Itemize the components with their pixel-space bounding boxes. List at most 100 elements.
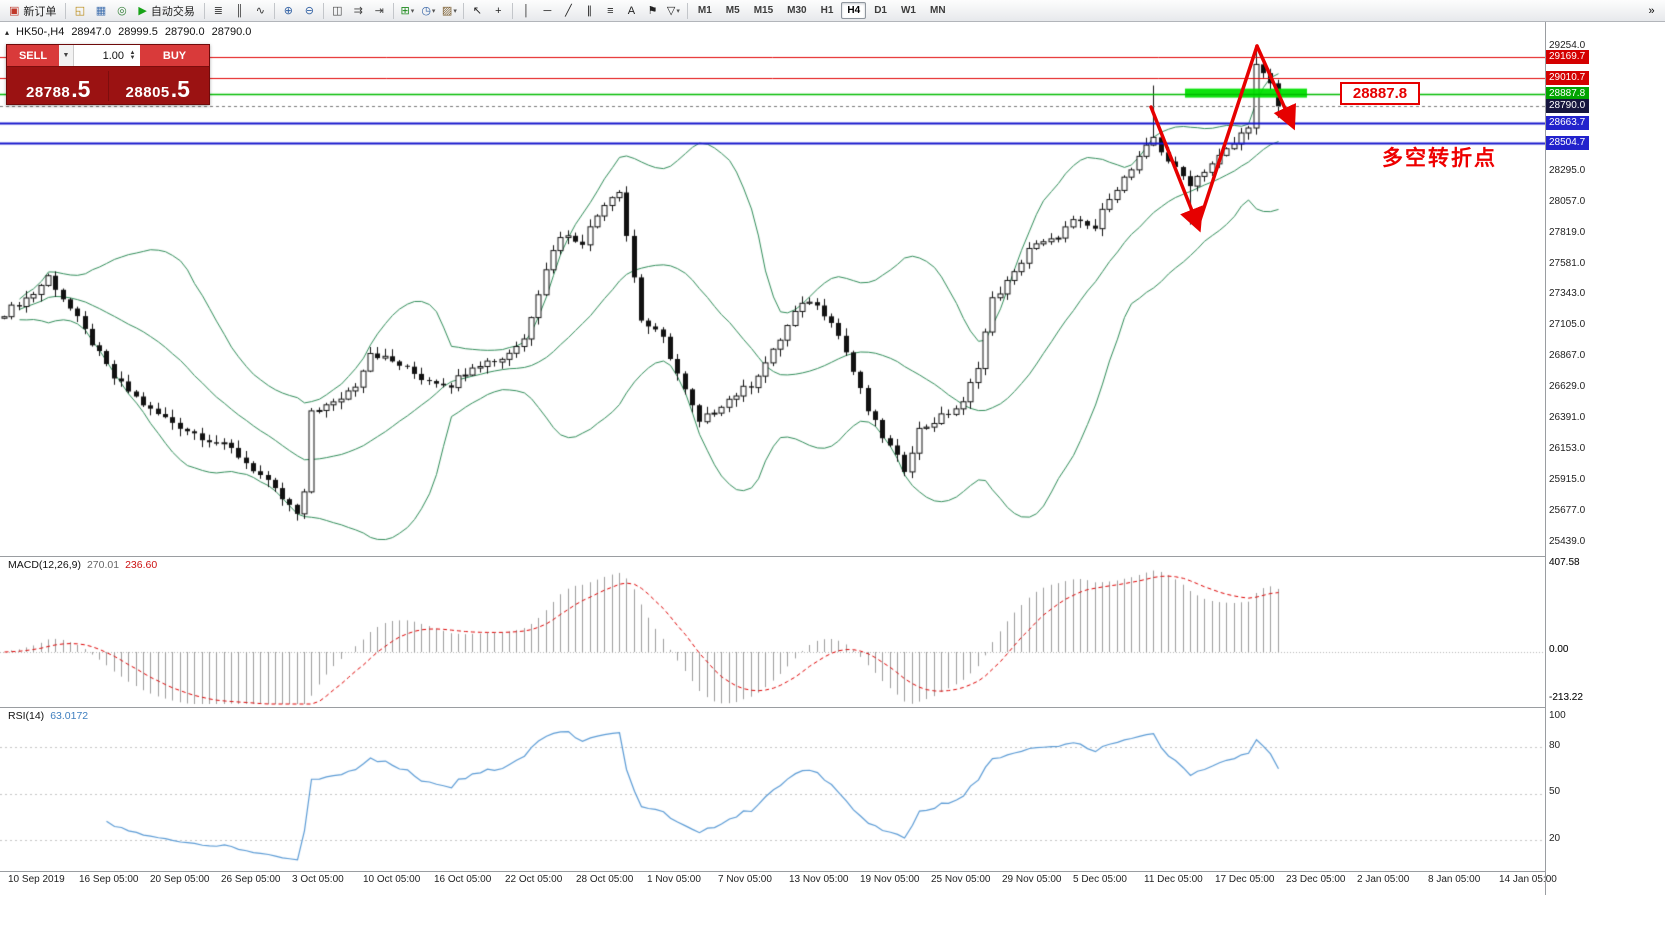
price-axis-border bbox=[1545, 22, 1546, 895]
shapes-icon[interactable]: ▽ ▾ bbox=[663, 1, 684, 21]
volume-input[interactable] bbox=[78, 48, 126, 63]
price-axis-tick: 28057.0 bbox=[1549, 195, 1586, 207]
tile-windows-icon: ◫ bbox=[332, 5, 343, 17]
chart-shift-icon[interactable]: ⇥ bbox=[369, 1, 390, 21]
timeframe-w1-button[interactable]: W1 bbox=[900, 5, 916, 16]
volume-up-button[interactable]: ▲ bbox=[129, 49, 136, 56]
time-axis-label: 17 Dec 05:00 bbox=[1215, 874, 1275, 885]
timeframe-d1-button[interactable]: D1 bbox=[874, 5, 887, 16]
volume-dropdown[interactable]: ▼ bbox=[59, 45, 74, 66]
time-axis[interactable]: 10 Sep 2019 16 Sep 05:00 20 Sep 05:00 26 Se… bbox=[0, 874, 1557, 894]
timeframe-h1-button[interactable]: H1 bbox=[820, 5, 834, 16]
vertical-line-icon[interactable]: │ bbox=[516, 1, 537, 21]
templates-icon-caret[interactable]: ▾ bbox=[453, 7, 457, 15]
new-order-button[interactable]: ▣ 新订单 bbox=[3, 1, 62, 21]
shapes-icon-caret[interactable]: ▾ bbox=[676, 7, 680, 15]
strategy-tester-icon: ◎ bbox=[117, 5, 127, 17]
zoom-out-icon[interactable]: ⊖ bbox=[299, 1, 320, 21]
price-axis-tick: 0.00 bbox=[1549, 644, 1569, 655]
timeframe-mn-button[interactable]: MN bbox=[929, 5, 946, 16]
time-axis-separator bbox=[0, 871, 1665, 872]
price-callout-box[interactable]: 28887.8 bbox=[1340, 82, 1420, 105]
templates-icon[interactable]: ▨ ▾ bbox=[439, 1, 460, 21]
trendline-icon[interactable]: ╱ bbox=[558, 1, 579, 21]
autotrading-button[interactable]: ▶ 自动交易 bbox=[132, 1, 200, 21]
chart-expander-icon[interactable]: ▴ bbox=[5, 27, 10, 37]
time-axis-label: 23 Dec 05:00 bbox=[1286, 874, 1346, 885]
toolbar-separator bbox=[511, 2, 513, 19]
profiles-icon: ▦ bbox=[95, 5, 107, 17]
time-axis-label: 16 Sep 05:00 bbox=[79, 874, 139, 885]
horizontal-line-icon: ─ bbox=[543, 4, 552, 17]
cursor-icon[interactable]: ↖ bbox=[467, 1, 488, 21]
auto-scroll-icon[interactable]: ⇉ bbox=[348, 1, 369, 21]
horizontal-line-icon[interactable]: ─ bbox=[537, 1, 558, 21]
timeframe-h4-button[interactable]: H4 bbox=[841, 2, 867, 19]
zoom-in-icon[interactable]: ⊕ bbox=[278, 1, 299, 21]
channel-icon: ∥ bbox=[586, 5, 593, 17]
turning-point-label: 多空转折点 bbox=[1382, 147, 1497, 170]
autotrading-button: ▶ bbox=[138, 5, 147, 17]
charts-window-icon[interactable]: ◱ bbox=[69, 1, 90, 21]
macd-panel-separator[interactable] bbox=[0, 556, 1665, 557]
cursor-icon: ↖ bbox=[472, 5, 482, 17]
price-level-badge: 29010.7 bbox=[1546, 70, 1590, 85]
buy-price[interactable]: 28805 .5 bbox=[109, 78, 208, 102]
tile-windows-icon[interactable]: ◫ bbox=[327, 1, 348, 21]
text-icon: A bbox=[627, 4, 636, 17]
periods-icon-caret[interactable]: ▾ bbox=[431, 7, 436, 15]
price-level-badge: 28504.7 bbox=[1546, 136, 1590, 151]
label-icon: ⚑ bbox=[647, 5, 658, 17]
price-axis-tick: 26153.0 bbox=[1549, 443, 1586, 455]
time-axis-label: 10 Sep 2019 bbox=[8, 874, 65, 885]
chart-type-candles-icon: ║ bbox=[235, 4, 244, 17]
time-axis-label: 20 Sep 05:00 bbox=[150, 874, 210, 885]
price-axis[interactable]: 29254.0 28295.0 28057.0 27819.0 27581.0 27343… bbox=[1546, 22, 1665, 895]
price-level-badge: 28887.8 bbox=[1546, 86, 1590, 101]
timeframe-m30-button[interactable]: M30 bbox=[787, 5, 807, 16]
rsi-axis-20: 20 bbox=[1549, 833, 1561, 844]
chart-open: 28947.0 bbox=[71, 26, 112, 38]
time-axis-label: 14 Jan 05:00 bbox=[1499, 874, 1557, 885]
price-axis-tick: -213.22 bbox=[1549, 692, 1583, 703]
chart-type-candles-icon[interactable]: ║ bbox=[229, 1, 250, 21]
timeframe-m15-button[interactable]: M15 bbox=[753, 5, 774, 16]
sell-price[interactable]: 28788 .5 bbox=[9, 76, 108, 102]
main-toolbar: ▣ 新订单 ◱ ▦ ◎ ▶ 自动交易 ≣ ║ ∿ ⊕ ⊖ ◫ ⇉ ⇥ ⊞ ▾ ◷ ▾ ▨ ▾ ↖ + │ ─ ╱ ∥ ≡ A ⚑ ▽ ▾ M1 M… bbox=[0, 0, 1665, 22]
timeframe-m1-button[interactable]: M1 bbox=[697, 5, 712, 16]
sell-price-frac: .5 bbox=[71, 76, 91, 102]
time-axis-label: 28 Oct 05:00 bbox=[576, 874, 634, 885]
volume-down-button[interactable]: ▼ bbox=[129, 54, 136, 61]
price-axis-tick: 25677.0 bbox=[1549, 505, 1586, 517]
price-axis-tick: 27581.0 bbox=[1549, 257, 1586, 269]
text-icon[interactable]: A bbox=[621, 1, 642, 21]
toolbar-overflow-icon[interactable]: » bbox=[1648, 4, 1655, 17]
fibonacci-icon[interactable]: ≡ bbox=[600, 1, 621, 21]
rsi-axis-100: 100 bbox=[1549, 710, 1566, 721]
profiles-icon[interactable]: ▦ bbox=[90, 1, 111, 21]
indicators-icon[interactable]: ⊞ ▾ bbox=[397, 1, 418, 21]
time-axis-label: 3 Oct 05:00 bbox=[292, 874, 344, 885]
strategy-tester-icon[interactable]: ◎ bbox=[111, 1, 132, 21]
periods-icon[interactable]: ◷ ▾ bbox=[418, 1, 439, 21]
toolbar-separator bbox=[65, 2, 67, 19]
label-icon[interactable]: ⚑ bbox=[642, 1, 663, 21]
chart-type-bars-icon[interactable]: ≣ bbox=[208, 1, 229, 21]
zoom-in-icon: ⊕ bbox=[283, 5, 293, 17]
buy-button[interactable]: BUY bbox=[140, 45, 209, 66]
new-order-button-label: 新订单 bbox=[23, 5, 57, 18]
sell-button[interactable]: SELL bbox=[7, 45, 59, 66]
price-axis-tick: 28295.0 bbox=[1549, 164, 1586, 176]
chart-shift-icon: ⇥ bbox=[374, 5, 384, 17]
timeframe-m5-button[interactable]: M5 bbox=[725, 5, 740, 16]
chart-type-line-icon[interactable]: ∿ bbox=[250, 1, 271, 21]
autotrading-button-label: 自动交易 bbox=[150, 5, 195, 18]
rsi-axis-80: 80 bbox=[1549, 740, 1561, 751]
crosshair-icon[interactable]: + bbox=[488, 1, 509, 21]
rsi-panel-separator[interactable] bbox=[0, 707, 1665, 708]
indicators-icon-caret[interactable]: ▾ bbox=[410, 7, 415, 15]
price-level-badge: 28663.7 bbox=[1546, 115, 1590, 130]
channel-icon[interactable]: ∥ bbox=[579, 1, 600, 21]
main-chart-canvas[interactable] bbox=[0, 22, 1545, 895]
